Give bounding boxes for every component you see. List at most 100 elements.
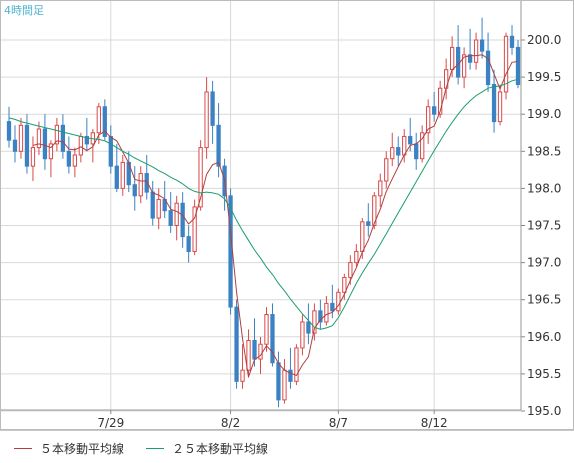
candle-body xyxy=(210,91,215,126)
candle-body xyxy=(318,310,323,323)
candle-body xyxy=(432,106,437,115)
candle-body xyxy=(144,173,149,193)
candle-body xyxy=(42,128,48,160)
candle-body xyxy=(24,124,30,167)
legend-swatch-ma25 xyxy=(146,448,164,449)
legend-label-ma25: ２５本移動平均線 xyxy=(172,442,269,456)
candle-body xyxy=(204,91,209,149)
y-tick-label: 197.0 xyxy=(527,256,561,270)
candle-body xyxy=(276,362,281,401)
candle-body xyxy=(360,221,365,252)
candle-body xyxy=(198,147,203,208)
legend: ５本移動平均線 ２５本移動平均線 xyxy=(0,430,574,463)
legend-item-ma5: ５本移動平均線 xyxy=(14,440,124,457)
candle-body xyxy=(396,147,401,156)
legend-label-ma5: ５本移動平均線 xyxy=(40,442,125,456)
candle-body xyxy=(192,206,197,252)
candle-body xyxy=(491,84,497,123)
candle-body xyxy=(120,161,125,189)
x-tick-label: 8/7 xyxy=(329,416,348,430)
candle-body xyxy=(449,46,455,71)
candle-body xyxy=(54,124,60,145)
ma5-line xyxy=(32,54,519,378)
candle-body xyxy=(252,340,257,360)
candle-body xyxy=(156,199,161,219)
candle-body xyxy=(330,302,335,312)
candle-body xyxy=(282,369,287,401)
candle-body xyxy=(438,87,443,115)
candle-body xyxy=(228,195,233,308)
x-tick-label: 8/2 xyxy=(221,416,240,430)
candle-body xyxy=(258,343,263,360)
candle-body xyxy=(461,54,467,78)
moving-averages xyxy=(8,54,519,378)
timeframe-label: 4時間足 xyxy=(4,4,44,17)
x-tick-label: 7/29 xyxy=(97,416,124,430)
candle-body xyxy=(174,202,179,227)
candle-body xyxy=(408,135,413,145)
candle-body xyxy=(48,143,54,160)
candle-body xyxy=(234,306,239,382)
candle-body xyxy=(114,165,119,189)
candle-body xyxy=(306,321,311,334)
candle-body xyxy=(420,132,425,160)
candle-body xyxy=(479,39,485,52)
candle-body xyxy=(348,262,353,278)
candle-body xyxy=(467,54,473,63)
candle-body xyxy=(312,310,317,334)
candle-body xyxy=(216,124,221,167)
candle-body xyxy=(138,173,143,197)
candle-body xyxy=(288,369,293,382)
candle-body xyxy=(246,340,251,371)
candle-body xyxy=(84,135,89,145)
candle-body xyxy=(473,39,479,63)
candle-body xyxy=(18,124,24,152)
candle-body xyxy=(132,184,137,197)
candle-body xyxy=(6,121,12,141)
y-tick-label: 199.0 xyxy=(527,107,561,121)
candle-body xyxy=(108,135,113,167)
y-tick-label: 199.5 xyxy=(527,70,561,84)
candle-body xyxy=(509,35,515,48)
candle-body xyxy=(366,221,371,226)
candle-body xyxy=(60,124,66,152)
candle-body xyxy=(168,210,173,227)
candle-body xyxy=(497,91,503,123)
x-tick-label: 8/12 xyxy=(421,416,448,430)
y-tick-label: 196.5 xyxy=(527,293,561,307)
candle-body xyxy=(78,135,84,156)
candle-body xyxy=(102,106,107,137)
candle-body xyxy=(66,150,72,167)
candle-body xyxy=(485,50,491,86)
candle-body xyxy=(96,106,101,134)
candle-body xyxy=(264,314,269,345)
candle-body xyxy=(390,147,395,160)
legend-swatch-ma5 xyxy=(14,448,32,449)
candle-body xyxy=(240,369,245,382)
candle-body xyxy=(36,128,42,149)
candle-body xyxy=(336,291,341,312)
ma25-line xyxy=(8,78,519,330)
candle-body xyxy=(414,143,419,160)
candle-body xyxy=(324,302,329,323)
candle-body xyxy=(354,250,359,264)
candle-body xyxy=(503,35,509,93)
candle-body xyxy=(270,314,275,364)
candle-body xyxy=(342,276,347,293)
candle-body xyxy=(186,236,191,252)
axes: 195.0 195.5 196.0 196.5 197.0 197.5 198.0 198.5… xyxy=(0,0,574,430)
candle-body xyxy=(372,195,377,227)
legend-item-ma25: ２５本移動平均線 xyxy=(146,440,268,457)
candle-body xyxy=(300,321,305,349)
candle-body xyxy=(294,347,299,382)
candle-body xyxy=(515,46,521,86)
candle-body xyxy=(150,191,155,219)
candle-body xyxy=(384,158,389,182)
y-tick-label: 198.5 xyxy=(527,144,561,158)
y-tick-label: 197.5 xyxy=(527,219,561,233)
candle-body xyxy=(378,180,383,197)
candle-body xyxy=(426,106,431,134)
candle-body xyxy=(12,139,18,152)
y-tick-label: 195.0 xyxy=(527,404,561,418)
